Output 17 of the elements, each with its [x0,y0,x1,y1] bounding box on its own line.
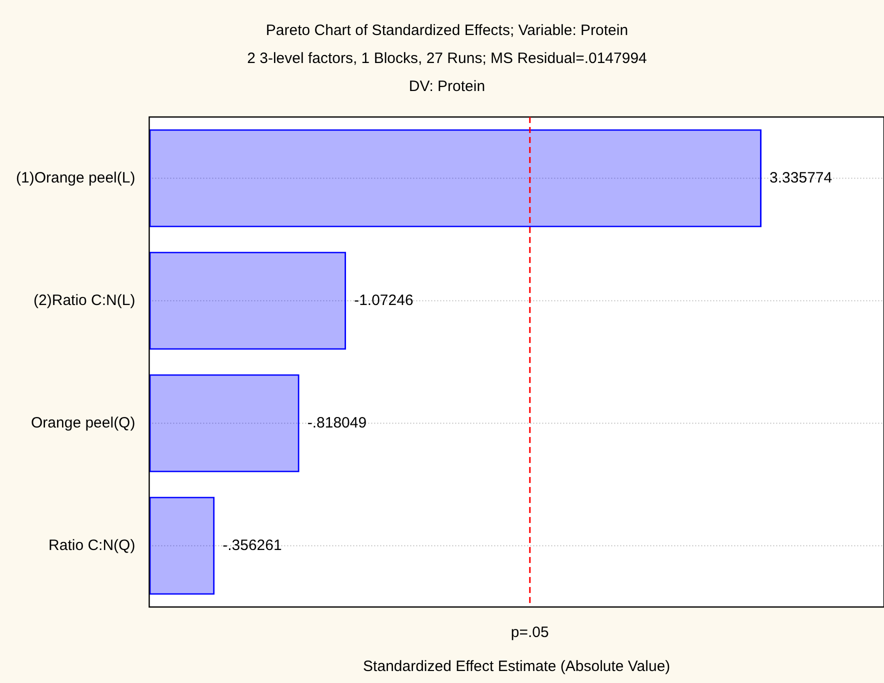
y-tick-label: Orange peel(Q) [31,414,136,432]
bar [149,496,215,595]
chart-title: Pareto Chart of Standardized Effects; Variable: Protein [266,22,628,39]
text: DV: Protein [408,78,486,95]
annotation: 3.335774 [770,169,832,186]
chart-subtitle: 2 3-level factors, 1 Blocks, 27 Runs; MS Residual=.0147994 [247,50,647,67]
annotation: -.818049 [307,414,367,432]
bar [149,252,346,350]
annotation: -.356261 [222,536,282,554]
y-tick-label: (1)Orange peel(L) [16,169,136,186]
ref-line-label: p=.05 [510,624,549,641]
x-axis-title: Standardized Effect Estimate (Absolute Value) [363,658,670,675]
y-tick-label: (2)Ratio C:N(L) [34,292,136,309]
bar [149,374,300,472]
annotation: -1.07246 [354,292,414,309]
y-tick-label: Ratio C:N(Q) [48,536,136,554]
bar [149,129,762,228]
